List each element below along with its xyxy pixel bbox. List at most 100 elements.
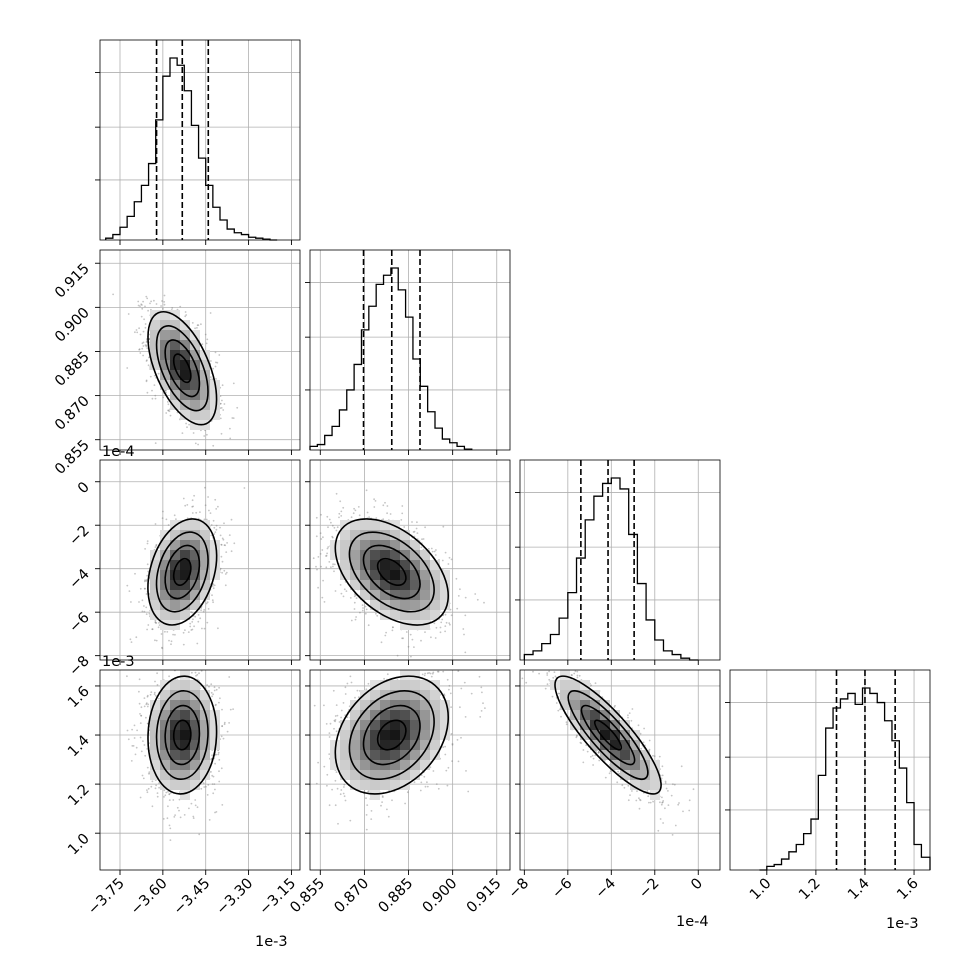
density-cell xyxy=(620,750,630,760)
density-cell xyxy=(400,680,410,690)
sample-point xyxy=(353,601,356,604)
sample-point xyxy=(392,626,394,629)
density-cell xyxy=(180,680,190,690)
sample-point xyxy=(194,804,197,807)
density-cell xyxy=(200,690,210,700)
density-cell xyxy=(400,540,410,550)
sample-point xyxy=(163,301,166,303)
sample-point xyxy=(548,670,550,673)
density-cell xyxy=(160,550,170,560)
density-cell xyxy=(380,750,390,760)
sample-point xyxy=(460,687,463,690)
sample-point xyxy=(338,516,340,519)
sample-point xyxy=(192,815,195,818)
sample-point xyxy=(456,739,459,741)
sample-point xyxy=(165,518,168,521)
sample-point xyxy=(413,646,415,648)
sample-point xyxy=(143,318,146,321)
density-cell xyxy=(430,690,440,700)
density-cell xyxy=(180,670,190,680)
density-cell xyxy=(650,780,660,790)
density-cell xyxy=(440,710,450,720)
density-cell xyxy=(390,560,400,570)
sample-point xyxy=(427,548,430,550)
sample-point xyxy=(627,716,629,719)
density-cell xyxy=(600,710,610,720)
sample-point xyxy=(186,426,188,429)
sample-point xyxy=(592,757,595,760)
sample-point xyxy=(164,630,166,633)
sample-point xyxy=(356,656,358,658)
sample-point xyxy=(649,801,652,804)
density-cell xyxy=(570,700,580,710)
y-tick-label: 0.915 xyxy=(52,261,93,302)
density-cell xyxy=(160,740,170,750)
sample-point xyxy=(134,572,136,575)
sample-point xyxy=(361,609,364,612)
sample-point xyxy=(431,550,434,553)
sample-point xyxy=(146,359,148,362)
sample-point xyxy=(188,807,190,810)
sample-point xyxy=(658,755,661,758)
sample-point xyxy=(402,637,404,640)
sample-point xyxy=(201,627,203,630)
sample-point xyxy=(660,803,663,806)
density-cell xyxy=(610,720,620,730)
density-cell xyxy=(170,380,180,390)
sample-point xyxy=(345,590,348,592)
sample-point xyxy=(192,618,194,621)
sample-point xyxy=(331,535,334,538)
sample-point xyxy=(148,612,151,615)
sample-point xyxy=(221,537,224,540)
sample-point xyxy=(144,754,147,757)
sample-point xyxy=(222,737,225,740)
sample-point xyxy=(161,300,163,302)
sample-point xyxy=(150,785,153,788)
density-cell xyxy=(400,610,410,620)
sample-point xyxy=(221,560,224,563)
sample-point xyxy=(631,708,634,710)
density-cell xyxy=(420,750,430,760)
sample-point xyxy=(226,542,229,544)
sample-point xyxy=(213,584,216,587)
sample-point xyxy=(557,709,560,712)
density-cell xyxy=(360,570,370,580)
density-cell xyxy=(190,740,200,750)
y-tick-label: 1.2 xyxy=(65,782,93,810)
sample-point xyxy=(307,770,309,772)
sample-point xyxy=(546,683,549,686)
sample-point xyxy=(162,308,164,310)
panel-frame xyxy=(309,459,511,661)
sample-point xyxy=(221,399,223,402)
sample-point xyxy=(365,688,368,691)
sample-point xyxy=(423,674,426,677)
sample-point xyxy=(155,639,158,642)
sample-point xyxy=(532,649,534,651)
sample-point xyxy=(643,727,645,730)
density-cell xyxy=(380,610,390,620)
density-cell xyxy=(390,770,400,780)
density-cell xyxy=(340,570,350,580)
density-cell xyxy=(390,710,400,720)
sample-point xyxy=(212,693,215,696)
sample-point xyxy=(333,563,336,566)
sample-point xyxy=(289,563,291,565)
sample-point xyxy=(380,804,382,807)
density-cell xyxy=(590,700,600,710)
sample-point xyxy=(221,384,224,387)
sample-point xyxy=(221,725,224,727)
sample-point xyxy=(297,553,299,555)
density-cell xyxy=(150,560,160,570)
density-cell xyxy=(640,760,650,770)
sample-point xyxy=(392,661,394,663)
sample-point xyxy=(382,661,384,663)
density-cell xyxy=(390,720,400,730)
density-cell xyxy=(150,340,160,350)
density-cell xyxy=(370,740,380,750)
density-cell xyxy=(430,720,440,730)
density-cell xyxy=(360,750,370,760)
density-cell xyxy=(180,790,190,800)
sample-point xyxy=(304,528,306,530)
sample-point xyxy=(336,787,339,790)
sample-point xyxy=(343,786,345,788)
